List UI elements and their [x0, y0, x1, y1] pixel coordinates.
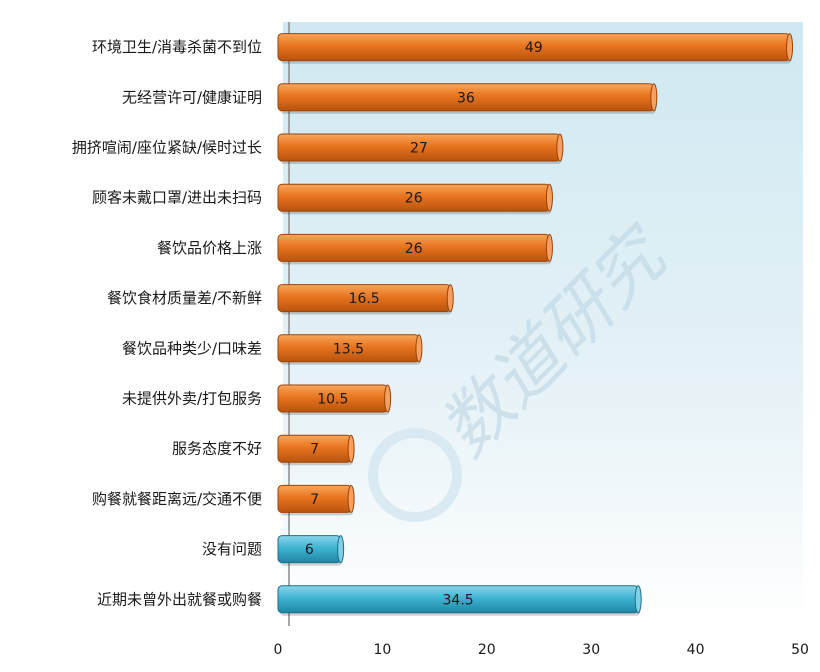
data-label: 26	[405, 191, 423, 207]
bar-group: 26	[277, 183, 553, 215]
bar-group: 7	[277, 434, 355, 466]
bar-group: 26	[277, 233, 553, 265]
bar-group: 36	[277, 83, 658, 114]
bar-end-cap	[545, 233, 553, 262]
category-label: 没有问题	[202, 540, 262, 558]
data-label: 10.5	[317, 392, 348, 408]
category-label: 服务态度不好	[172, 440, 262, 458]
category-label: 餐饮品种类少/口味差	[122, 339, 262, 357]
data-label: 36	[457, 90, 475, 106]
bar-end-cap	[556, 133, 564, 162]
bar-group: 6	[277, 535, 345, 566]
data-label: 7	[310, 492, 319, 508]
data-label: 16.5	[349, 291, 380, 307]
x-tick-label: 0	[274, 642, 283, 658]
data-label: 34.5	[443, 592, 474, 608]
data-label: 49	[525, 40, 543, 56]
category-label: 近期未曾外出就餐或购餐	[97, 590, 262, 608]
category-label: 无经营许可/健康证明	[122, 88, 262, 106]
bar-end-cap	[545, 183, 553, 212]
plot-background	[283, 22, 803, 626]
category-labels: 环境卫生/消毒杀菌不到位无经营许可/健康证明拥挤喧闹/座位紧缺/候时过长顾客未戴…	[72, 38, 262, 608]
bars-layer: 49 36 27 26 26 16.5 13.5 10.5 7 7 6 34.5	[277, 33, 794, 616]
category-label: 环境卫生/消毒杀菌不到位	[92, 38, 262, 56]
category-label: 顾客未戴口罩/进出未扫码	[92, 189, 262, 207]
data-label: 7	[310, 442, 319, 458]
data-label: 26	[405, 241, 423, 257]
bar-end-cap	[384, 384, 392, 413]
bar-group: 49	[277, 33, 794, 64]
bar-end-cap	[347, 434, 355, 463]
bar-end-cap	[337, 535, 345, 564]
bar-group: 7	[277, 484, 355, 516]
bar-end-cap	[650, 83, 658, 112]
x-tick-label: 30	[582, 642, 600, 658]
x-tick-label: 10	[373, 642, 391, 658]
bar-end-cap	[634, 585, 642, 614]
data-label: 13.5	[333, 341, 364, 357]
category-label: 餐饮品价格上涨	[157, 239, 262, 257]
bar-group: 13.5	[277, 334, 423, 365]
x-tick-label: 40	[687, 642, 705, 658]
x-tick-labels: 0 10 20 30 40 50	[274, 642, 809, 658]
bar-end-cap	[415, 334, 423, 363]
bar-end-cap	[786, 33, 794, 62]
category-label: 餐饮食材质量差/不新鲜	[107, 289, 262, 307]
category-label: 未提供外卖/打包服务	[122, 390, 262, 408]
bar-end-cap	[347, 484, 355, 513]
bar-group: 27	[277, 133, 564, 164]
data-label: 6	[305, 542, 314, 558]
data-label: 27	[410, 141, 428, 157]
category-label: 拥挤喧闹/座位紧缺/候时过长	[72, 139, 262, 157]
bar-group: 34.5	[277, 585, 642, 616]
x-tick-label: 50	[791, 642, 809, 658]
category-label: 购餐就餐距离远/交通不便	[92, 490, 262, 508]
watermark-logo	[368, 428, 462, 522]
bar-group: 16.5	[277, 284, 454, 315]
bar-group: 10.5	[277, 384, 392, 415]
x-tick-label: 20	[478, 642, 496, 658]
bar-end-cap	[446, 284, 454, 313]
